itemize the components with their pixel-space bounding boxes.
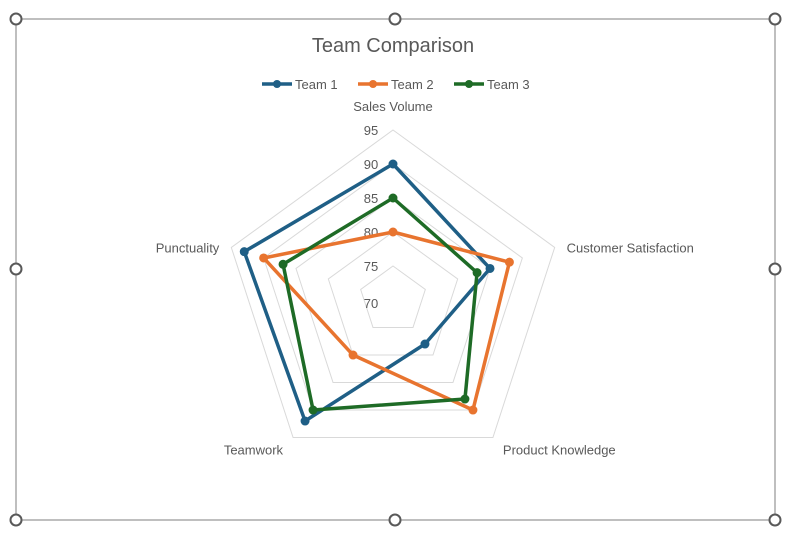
grid-ring (230, 129, 556, 439)
data-point[interactable] (504, 257, 514, 267)
category-label: Sales Volume (353, 99, 433, 114)
resize-handle[interactable] (388, 513, 402, 527)
series-line (281, 196, 479, 412)
tick-label: 90 (364, 157, 378, 172)
legend-item[interactable]: Team 3 (454, 77, 530, 92)
data-point[interactable] (468, 405, 478, 415)
radar-grid (230, 129, 556, 439)
chart-title: Team Comparison (312, 35, 474, 57)
data-point[interactable] (308, 405, 318, 415)
tick-label: 95 (364, 123, 378, 138)
resize-handle[interactable] (9, 262, 23, 276)
data-point[interactable] (348, 350, 358, 360)
resize-handle[interactable] (768, 513, 782, 527)
category-label: Teamwork (224, 443, 284, 458)
data-point[interactable] (460, 394, 470, 404)
series-line (261, 230, 512, 412)
data-point[interactable] (388, 193, 398, 203)
legend: Team 1 Team 2 Team 3 (262, 77, 530, 92)
data-point[interactable] (420, 339, 430, 349)
series-line (242, 162, 492, 423)
legend-marker (465, 80, 473, 88)
resize-handle[interactable] (9, 513, 23, 527)
category-label: Product Knowledge (503, 443, 616, 458)
data-point[interactable] (388, 159, 398, 169)
grid-ring (263, 163, 523, 411)
legend-label: Team 2 (391, 77, 434, 92)
data-point[interactable] (300, 416, 310, 426)
tick-label: 75 (364, 259, 378, 274)
category-label: Customer Satisfaction (567, 240, 694, 255)
grid-ring (327, 231, 459, 356)
legend-item[interactable]: Team 2 (358, 77, 434, 92)
data-point[interactable] (239, 247, 249, 257)
category-label: Punctuality (156, 240, 220, 255)
resize-handle[interactable] (9, 12, 23, 26)
grid-ring (295, 197, 491, 384)
resize-handle[interactable] (388, 12, 402, 26)
legend-item[interactable]: Team 1 (262, 77, 338, 92)
legend-marker (369, 80, 377, 88)
data-point[interactable] (485, 263, 495, 273)
series-2 (259, 227, 514, 415)
series-3 (278, 193, 482, 415)
tick-label: 70 (364, 296, 378, 311)
category-labels: Sales Volume Customer Satisfaction Product… (156, 99, 694, 458)
legend-label: Team 3 (487, 77, 530, 92)
series-layer (239, 159, 514, 426)
data-point[interactable] (388, 227, 398, 237)
resize-handle[interactable] (768, 12, 782, 26)
tick-label: 85 (364, 191, 378, 206)
data-point[interactable] (472, 268, 482, 278)
chart-border (15, 18, 776, 521)
grid-ring (360, 265, 426, 329)
resize-handle[interactable] (768, 262, 782, 276)
legend-label: Team 1 (295, 77, 338, 92)
data-point[interactable] (259, 253, 269, 263)
data-point[interactable] (278, 259, 288, 269)
legend-marker (273, 80, 281, 88)
series-1 (239, 159, 495, 426)
